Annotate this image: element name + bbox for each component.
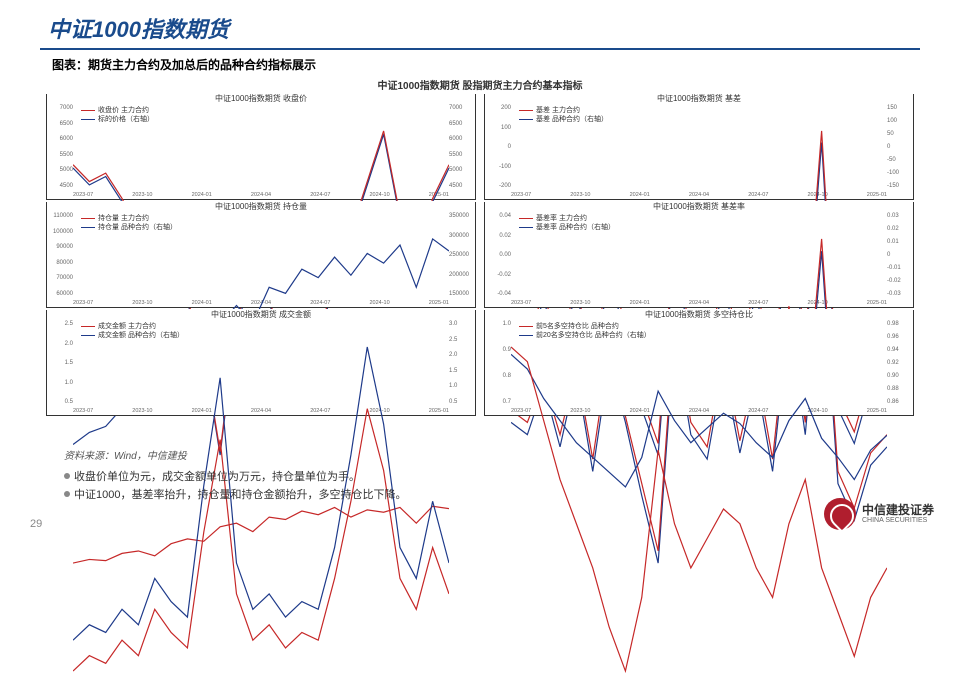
chart-panel: 中证1000指数期货 收盘价收盘价 主力合约标的价格（右轴） 7000650060…	[46, 94, 476, 200]
y-axis-left: 2.52.01.51.00.5	[49, 321, 73, 405]
y-axis-left: 11000010000090000800007000060000	[49, 213, 73, 297]
company-logo: 中信建投证券 CHINA SECURITIES	[824, 498, 934, 530]
panel-title: 中证1000指数期货 基差	[485, 93, 913, 104]
y-axis-right: 150100500-50-100-150	[887, 105, 911, 189]
logo-text: 中信建投证券 CHINA SECURITIES	[862, 504, 934, 525]
chart-panel: 中证1000指数期货 持仓量持仓量 主力合约持仓量 品种合约（右轴） 110000…	[46, 202, 476, 308]
chart-grid: 中证1000指数期货 收盘价收盘价 主力合约标的价格（右轴） 7000650060…	[0, 94, 960, 416]
bullet-point: 收盘价单位为元，成交金额单位为万元，持仓量单位为手。	[64, 468, 406, 484]
panel-title: 中证1000指数期货 收盘价	[47, 93, 475, 104]
page-number: 29	[30, 518, 42, 530]
data-source: 资料来源：Wind，中信建投	[64, 447, 406, 462]
page-title: 中证1000指数期货	[0, 0, 960, 48]
logo-icon	[824, 498, 856, 530]
y-axis-left: 0.040.020.00-0.02-0.04	[487, 213, 511, 297]
y-axis-right: 3.02.52.01.51.00.5	[449, 321, 473, 405]
chart-panel: 中证1000指数期货 基差基差 主力合约基差 品种合约（右轴） 2001000-1…	[484, 94, 914, 200]
y-axis-right: 0.980.960.940.920.900.880.86	[887, 321, 911, 405]
title-underline	[40, 48, 920, 50]
plot-svg	[73, 321, 449, 697]
legend: 持仓量 主力合约持仓量 品种合约（右轴）	[79, 213, 179, 233]
y-axis-left: 700065006000550050004500	[49, 105, 73, 189]
legend: 成交金额 主力合约成交金额 品种合约（右轴）	[79, 321, 186, 341]
chart-panel: 中证1000指数期货 成交金额成交金额 主力合约成交金额 品种合约（右轴） 2.5…	[46, 310, 476, 416]
bullet-point: 中证1000，基差率抬升，持仓量和持仓金额抬升，多空持仓比下降。	[64, 486, 406, 502]
y-axis-right: 0.030.020.010-0.01-0.02-0.03	[887, 213, 911, 297]
overall-chart-title: 中证1000指数期货 股指期货主力合约基本指标	[0, 77, 960, 92]
y-axis-right: 350000300000250000200000150000	[449, 213, 473, 297]
legend: 基差率 主力合约基差率 品种合约（右轴）	[517, 213, 617, 233]
panel-title: 中证1000指数期货 基差率	[485, 201, 913, 212]
legend: 收盘价 主力合约标的价格（右轴）	[79, 105, 156, 125]
y-axis-right: 700065006000550050004500	[449, 105, 473, 189]
chart-panel: 中证1000指数期货 基差率基差率 主力合约基差率 品种合约（右轴） 0.040.…	[484, 202, 914, 308]
y-axis-left: 1.00.90.80.7	[487, 321, 511, 405]
y-axis-left: 2001000-100-200	[487, 105, 511, 189]
chart-panel: 中证1000指数期货 多空持仓比前5名多空持仓比 品种合约前20名多空持仓比 品…	[484, 310, 914, 416]
footer-notes: 资料来源：Wind，中信建投 收盘价单位为元，成交金额单位为万元，持仓量单位为手…	[64, 447, 406, 504]
panel-title: 中证1000指数期货 持仓量	[47, 201, 475, 212]
panel-title: 中证1000指数期货 多空持仓比	[485, 309, 913, 320]
chart-caption: 图表：期货主力合约及加总后的品种合约指标展示	[52, 56, 960, 73]
panel-title: 中证1000指数期货 成交金额	[47, 309, 475, 320]
legend: 前5名多空持仓比 品种合约前20名多空持仓比 品种合约（右轴）	[517, 321, 653, 341]
legend: 基差 主力合约基差 品种合约（右轴）	[517, 105, 610, 125]
